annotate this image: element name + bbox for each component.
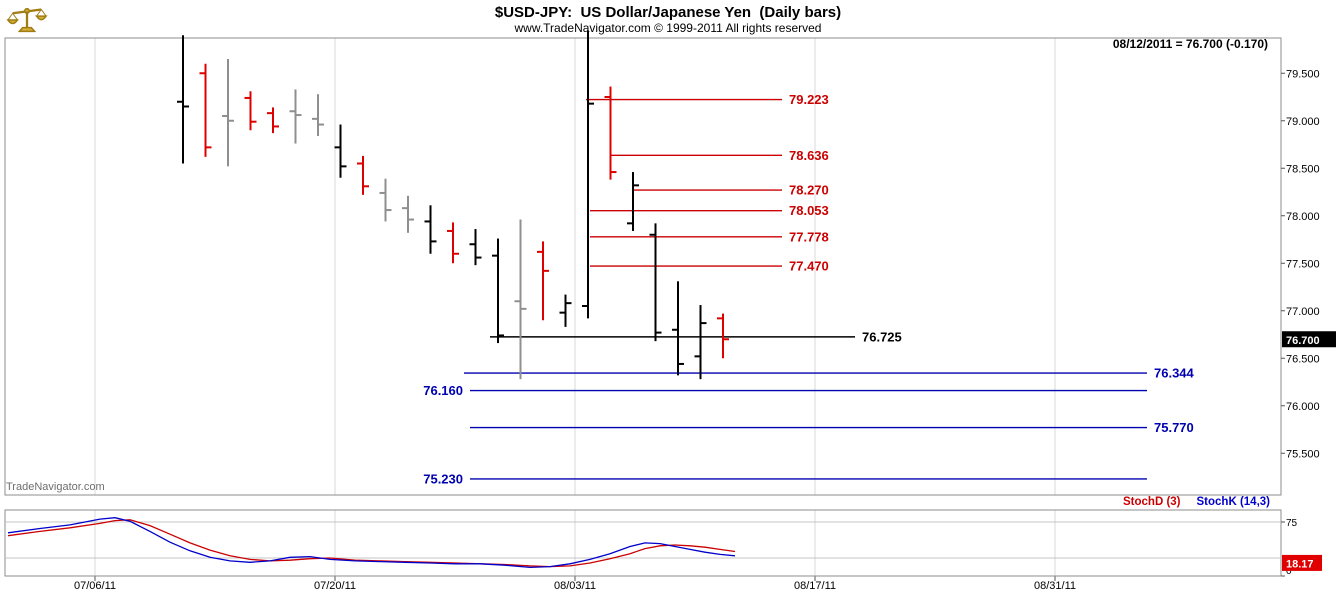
indicator-legend: StochD (3) StochK (14,3) — [1123, 496, 1270, 508]
price-axis-label: 76.000 — [1286, 401, 1320, 413]
stoch-value-badge — [1282, 554, 1322, 571]
stoch-panel-border — [4, 509, 1282, 577]
legend-stochk[interactable]: StochK (14,3) — [1196, 496, 1271, 508]
legend-stochd[interactable]: StochD (3) — [1123, 496, 1181, 508]
stoch-axis-label: 75 — [1286, 518, 1298, 529]
date-label: 07/06/11 — [74, 580, 116, 592]
date-label: 08/31/11 — [1034, 580, 1076, 592]
level-label-77.778: 77.778 — [789, 229, 829, 244]
stochk-line — [7, 517, 736, 569]
price-panel-border — [4, 37, 1282, 496]
level-label-75.770: 75.770 — [1154, 420, 1194, 435]
level-label-78.270: 78.270 — [789, 183, 829, 198]
level-label-78.053: 78.053 — [789, 203, 829, 218]
last-quote-readout: 08/12/2011 = 76.700 (-0.170) — [1112, 37, 1268, 51]
level-label-77.470: 77.470 — [789, 259, 829, 274]
level-label-75.230: 75.230 — [423, 471, 463, 486]
price-axis-label: 77.500 — [1286, 258, 1320, 270]
price-axis-label: 78.000 — [1286, 211, 1320, 223]
price-axis-label: 76.500 — [1286, 353, 1320, 365]
last-price-badge-text: 76.700 — [1286, 335, 1320, 347]
level-label-78.636: 78.636 — [789, 148, 829, 163]
watermark-text: TradeNavigator.com — [6, 481, 105, 493]
level-label-76.725: 76.725 — [862, 329, 902, 344]
stoch-value-badge-text: 18.17 — [1286, 558, 1314, 570]
level-label-79.223: 79.223 — [789, 92, 829, 107]
price-axis-label: 78.500 — [1286, 163, 1320, 175]
level-label-76.344: 76.344 — [1154, 366, 1195, 381]
date-label: 08/17/11 — [794, 580, 836, 592]
level-label-76.160: 76.160 — [423, 383, 463, 398]
price-axis-label: 75.500 — [1286, 448, 1320, 460]
price-axis-label: 79.500 — [1286, 68, 1320, 80]
last-price-badge — [1282, 331, 1336, 348]
date-label: 08/03/11 — [554, 580, 596, 592]
tradenavigator-logo-icon — [6, 1, 48, 42]
price-axis-label: 79.000 — [1286, 116, 1320, 128]
price-axis-label: 77.000 — [1286, 306, 1320, 318]
stoch-axis-label: 0 — [1286, 566, 1292, 577]
date-label: 07/20/11 — [314, 580, 356, 592]
stochd-line — [7, 519, 736, 568]
